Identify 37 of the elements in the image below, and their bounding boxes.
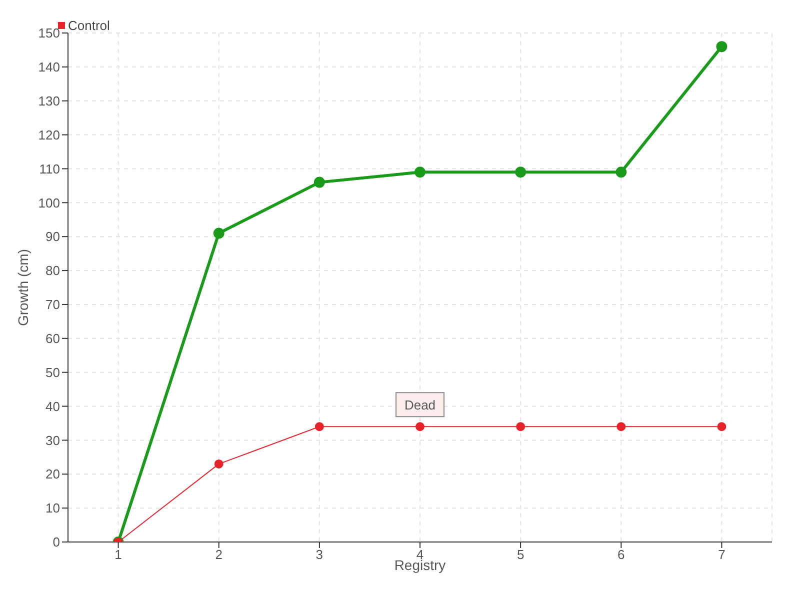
y-tick-label: 70 xyxy=(46,297,60,312)
point xyxy=(516,422,526,432)
y-tick-label: 120 xyxy=(38,127,60,142)
point xyxy=(214,459,224,468)
point xyxy=(314,422,324,432)
y-tick-label: 100 xyxy=(38,195,60,210)
point xyxy=(213,228,224,239)
point xyxy=(416,422,424,432)
y-tick-label: 20 xyxy=(46,466,60,482)
y-tick-label: 90 xyxy=(46,229,60,244)
point xyxy=(717,422,726,432)
y-tick-label: 30 xyxy=(46,432,60,448)
y-tick-label: 150 xyxy=(38,26,60,41)
x-tick-label: 1 xyxy=(114,547,122,562)
y-tick-label: 140 xyxy=(38,60,60,75)
x-tick-label: 3 xyxy=(316,547,324,562)
y-axis-title: Growth (cm) xyxy=(14,249,31,326)
x-tick-label: 6 xyxy=(618,547,625,562)
y-tick-label: 130 xyxy=(38,93,60,108)
y-tick-label: 60 xyxy=(46,331,60,346)
point xyxy=(414,166,426,178)
y-tick-label: 110 xyxy=(39,161,60,176)
y-tick-label: 0 xyxy=(52,534,60,550)
legend-label: Control xyxy=(68,18,110,33)
annotation: Dead xyxy=(404,398,436,413)
point xyxy=(515,166,526,178)
point xyxy=(314,176,325,188)
x-tick-label: 5 xyxy=(516,547,524,562)
y-tick-label: 80 xyxy=(46,263,60,278)
point xyxy=(616,166,627,178)
point xyxy=(616,422,626,432)
y-tick-label: 10 xyxy=(46,500,60,516)
point xyxy=(716,41,728,52)
x-tick-label: 2 xyxy=(215,547,222,562)
y-tick-label: 50 xyxy=(46,364,60,380)
y-tick-label: 40 xyxy=(46,398,60,414)
x-tick-label: 7 xyxy=(718,547,726,562)
